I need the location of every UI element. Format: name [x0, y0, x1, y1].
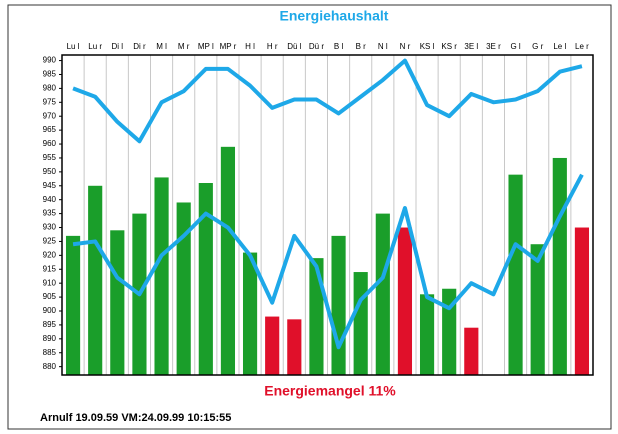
x-tick-label: M l — [156, 42, 167, 51]
x-tick-label: Di r — [133, 42, 146, 51]
y-tick-label: 925 — [43, 237, 57, 246]
bar — [419, 294, 435, 375]
bar — [574, 227, 590, 375]
bar — [287, 319, 302, 375]
y-tick-label: 980 — [43, 84, 57, 93]
x-tick-label: Le l — [553, 42, 566, 51]
x-tick-label: Dü r — [309, 42, 324, 51]
bar — [464, 327, 479, 375]
x-tick-label: N l — [378, 42, 388, 51]
y-tick-label: 975 — [43, 97, 57, 106]
bar — [110, 230, 125, 375]
bar — [331, 235, 346, 375]
x-tick-label: Di l — [112, 42, 124, 51]
x-tick-label: H l — [245, 42, 255, 51]
y-tick-label: 895 — [43, 320, 57, 329]
chart-title: Energiehaushalt — [280, 8, 389, 24]
y-tick-label: 930 — [43, 223, 57, 232]
bar — [198, 183, 213, 375]
x-tick-label: KS l — [420, 42, 435, 51]
y-tick-label: 960 — [43, 139, 57, 148]
x-tick-label: H r — [267, 42, 278, 51]
y-tick-label: 935 — [43, 209, 57, 218]
y-tick-label: 965 — [43, 125, 57, 134]
bar — [65, 235, 81, 375]
x-tick-label: MP l — [198, 42, 214, 51]
x-tick-label: Lu r — [88, 42, 102, 51]
x-tick-label: MP r — [220, 42, 237, 51]
x-tick-label: B r — [356, 42, 367, 51]
bar — [508, 174, 523, 375]
line-series — [72, 58, 583, 144]
y-tick-label: 955 — [43, 153, 57, 162]
x-tick-label: M r — [178, 42, 190, 51]
x-tick-label: Dü l — [287, 42, 301, 51]
x-tick-label: G r — [532, 42, 543, 51]
y-tick-label: 885 — [43, 348, 57, 357]
bar — [397, 227, 413, 375]
bar — [309, 258, 324, 375]
x-tick-label: N r — [400, 42, 411, 51]
x-tick-label: G l — [510, 42, 520, 51]
y-tick-label: 945 — [43, 181, 57, 190]
bar — [154, 177, 169, 375]
x-tick-label: Lu l — [67, 42, 80, 51]
x-tick-label: Le r — [575, 42, 589, 51]
x-tick-label: B l — [334, 42, 344, 51]
y-tick-label: 915 — [43, 264, 57, 273]
bar — [552, 157, 567, 375]
y-tick-label: 900 — [43, 306, 57, 315]
y-tick-label: 985 — [43, 70, 57, 79]
bar — [220, 146, 236, 375]
bar — [353, 272, 368, 375]
y-tick-label: 905 — [43, 292, 57, 301]
chart-subtitle: Energiemangel 11% — [264, 383, 396, 399]
y-tick-label: 910 — [43, 278, 57, 287]
y-tick-label: 920 — [43, 250, 57, 259]
frame — [7, 4, 612, 430]
bar — [176, 202, 191, 375]
y-tick-label: 880 — [43, 362, 57, 371]
bar — [265, 316, 280, 375]
bar — [442, 288, 457, 375]
x-tick-label: KS r — [441, 42, 457, 51]
y-tick-label: 950 — [43, 167, 57, 176]
y-tick-label: 990 — [43, 56, 57, 65]
bar — [375, 213, 390, 375]
y-tick-label: 940 — [43, 195, 57, 204]
plot-border — [61, 54, 594, 376]
line-series — [72, 173, 584, 350]
x-tick-label: 3E l — [464, 42, 478, 51]
bar — [530, 244, 545, 375]
x-tick-label: 3E r — [486, 42, 501, 51]
y-tick-label: 970 — [43, 111, 57, 120]
bar — [242, 252, 258, 375]
y-tick-label: 890 — [43, 334, 57, 343]
footer: Arnulf 19.09.59 VM:24.09.99 10:15:55 — [40, 412, 231, 424]
bar — [88, 185, 103, 375]
